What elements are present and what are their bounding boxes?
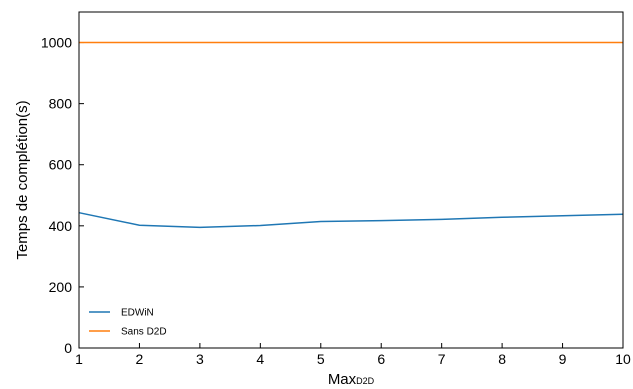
x-tick-label: 8 <box>498 351 506 367</box>
x-tick-label: 7 <box>438 351 446 367</box>
y-tick-label: 600 <box>49 157 73 173</box>
x-tick-label: 4 <box>256 351 264 367</box>
x-axis-ticks: 1 2 3 4 5 6 7 8 9 10 <box>75 343 631 367</box>
y-axis-ticks: 0 200 400 600 800 1000 <box>41 35 84 356</box>
plot-frame <box>78 11 624 349</box>
legend-label-edwin: EDWiN <box>121 308 154 319</box>
x-tick-label: 3 <box>196 351 204 367</box>
x-tick-label: 5 <box>317 351 325 367</box>
x-axis-title-subscript: D2D <box>356 376 375 386</box>
legend: EDWiN Sans D2D <box>89 308 167 338</box>
y-tick-label: 400 <box>49 218 73 234</box>
x-axis-title-main: Max <box>328 371 357 388</box>
x-tick-label: 9 <box>559 351 567 367</box>
x-tick-label: 2 <box>136 351 144 367</box>
y-tick-label: 0 <box>64 340 72 356</box>
y-tick-label: 200 <box>49 279 73 295</box>
y-axis-title: Temps de complétion(s) <box>14 100 31 259</box>
x-tick-label: 1 <box>75 351 83 367</box>
series-layer <box>78 41 624 229</box>
x-axis-title: MaxD2D <box>328 371 375 388</box>
legend-label-sans-d2d: Sans D2D <box>121 327 167 338</box>
x-tick-label: 10 <box>615 351 631 367</box>
x-tick-label: 6 <box>377 351 385 367</box>
y-tick-label: 800 <box>49 96 73 112</box>
y-tick-label: 1000 <box>41 35 72 51</box>
series-line-edwin <box>78 211 624 229</box>
